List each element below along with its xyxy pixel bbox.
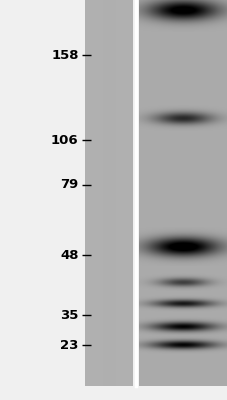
FancyBboxPatch shape	[85, 0, 133, 386]
Text: 158: 158	[51, 49, 78, 62]
Text: 48: 48	[60, 249, 78, 262]
FancyBboxPatch shape	[138, 0, 226, 386]
Text: 35: 35	[60, 309, 78, 322]
Text: 79: 79	[60, 178, 78, 191]
Text: 106: 106	[51, 134, 78, 146]
Text: 23: 23	[60, 339, 78, 352]
